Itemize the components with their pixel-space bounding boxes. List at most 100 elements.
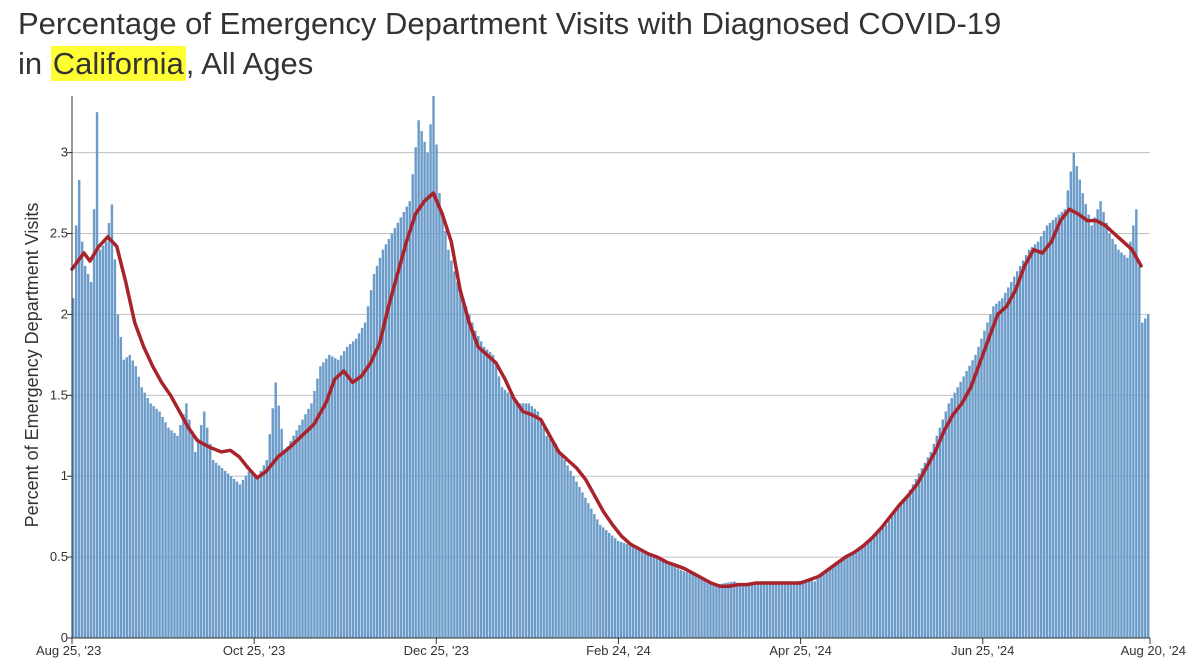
daily-bar: [402, 211, 405, 638]
title-suffix: , All Ages: [185, 46, 314, 81]
daily-bar: [89, 282, 93, 638]
daily-bar: [947, 403, 950, 638]
daily-bar: [941, 419, 944, 638]
daily-bar: [578, 487, 581, 638]
daily-bar: [223, 470, 227, 638]
daily-bar: [828, 567, 831, 638]
daily-bar: [956, 387, 959, 638]
daily-bar: [798, 580, 802, 638]
daily-bar: [825, 570, 828, 638]
daily-bar: [447, 249, 450, 638]
x-tick-label: Aug 25, '23: [36, 643, 101, 658]
daily-bar: [605, 530, 608, 638]
daily-bar: [864, 543, 867, 638]
daily-bar: [572, 476, 575, 638]
daily-bar: [155, 408, 158, 638]
daily-bar: [1138, 265, 1141, 638]
daily-bar: [1087, 214, 1090, 638]
daily-bar: [1144, 318, 1147, 638]
daily-bar: [1132, 225, 1135, 638]
daily-bar: [429, 124, 432, 638]
daily-bar: [479, 341, 483, 638]
daily-bar: [110, 204, 114, 638]
x-tick-label: Apr 25, '24: [769, 643, 831, 658]
daily-bar: [1001, 298, 1004, 638]
daily-bar: [140, 387, 143, 638]
daily-bar: [1105, 222, 1108, 639]
daily-bar: [1075, 166, 1078, 639]
daily-bar: [146, 398, 149, 638]
daily-bar: [86, 273, 90, 638]
daily-bar: [715, 584, 718, 638]
daily-bar: [655, 558, 659, 638]
daily-bar: [265, 460, 268, 638]
daily-bar: [405, 206, 408, 638]
daily-bar: [1033, 244, 1037, 638]
daily-bar: [998, 300, 1001, 638]
daily-bar: [200, 424, 203, 638]
daily-bar: [712, 583, 715, 638]
daily-bar: [709, 582, 712, 638]
daily-bar: [411, 174, 414, 638]
daily-bar: [881, 527, 885, 638]
daily-bar: [515, 400, 519, 638]
daily-bar: [557, 449, 560, 638]
daily-bar: [512, 398, 516, 638]
daily-bar: [628, 545, 632, 638]
daily-bar: [688, 573, 691, 638]
daily-bar: [887, 520, 891, 638]
daily-bar: [244, 475, 248, 638]
daily-bar: [259, 470, 263, 638]
daily-bar: [131, 360, 134, 638]
daily-bar: [426, 152, 429, 638]
daily-bar: [640, 552, 644, 638]
daily-bar: [852, 552, 855, 638]
daily-bar: [506, 392, 510, 638]
daily-bar: [1030, 247, 1034, 638]
daily-bar: [962, 376, 965, 638]
daily-bar: [417, 120, 420, 638]
daily-bar: [676, 568, 679, 638]
daily-bar: [167, 427, 170, 638]
daily-bar: [313, 391, 316, 638]
daily-bar: [840, 560, 843, 638]
daily-bar: [980, 338, 983, 638]
daily-bar: [414, 147, 417, 639]
daily-bar: [357, 333, 361, 638]
daily-bar: [161, 416, 164, 638]
daily-bar: [1123, 255, 1126, 638]
daily-bar: [682, 571, 685, 638]
daily-bar: [622, 543, 626, 638]
daily-bar: [855, 550, 858, 638]
daily-bar: [935, 435, 939, 638]
daily-bar: [971, 360, 974, 638]
daily-bar: [286, 446, 289, 638]
daily-bar: [637, 550, 641, 638]
daily-bar: [670, 565, 673, 638]
daily-bar: [182, 414, 185, 638]
daily-bar: [247, 471, 251, 638]
daily-bar: [345, 346, 349, 638]
daily-bar: [104, 241, 108, 639]
daily-bar: [783, 583, 787, 638]
daily-bar: [289, 441, 292, 638]
x-tick-label: Dec 25, '23: [404, 643, 469, 658]
daily-bar: [1039, 236, 1043, 638]
daily-bar: [986, 322, 989, 638]
x-tick-label: Oct 25, '23: [223, 643, 285, 658]
daily-bar: [721, 583, 724, 638]
daily-bar: [1108, 233, 1111, 638]
daily-bar: [220, 468, 224, 638]
daily-bar: [807, 580, 810, 638]
daily-bar: [700, 578, 703, 638]
daily-bar: [277, 405, 280, 638]
daily-bar: [593, 513, 596, 638]
daily-bar: [298, 424, 301, 638]
y-axis-label: Percent of Emergency Department Visits: [22, 203, 42, 528]
daily-bar: [408, 201, 411, 638]
daily-bar: [488, 352, 492, 638]
daily-bar: [989, 314, 992, 638]
daily-bar: [926, 457, 930, 638]
daily-bar: [390, 233, 394, 638]
daily-bar: [1036, 241, 1040, 639]
